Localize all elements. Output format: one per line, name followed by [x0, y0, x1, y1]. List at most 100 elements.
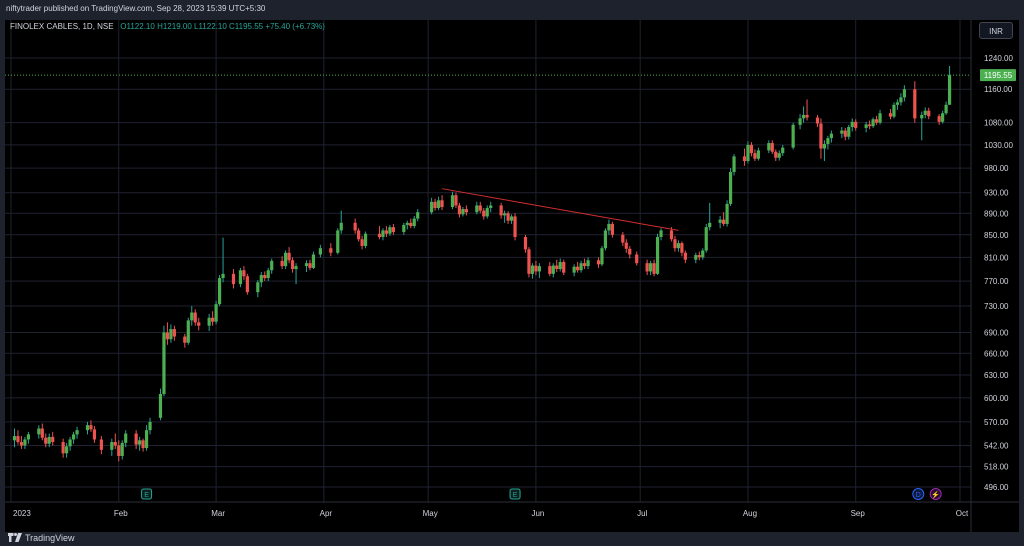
- candle-body[interactable]: [89, 425, 93, 430]
- candle-body[interactable]: [555, 265, 559, 270]
- candle-body[interactable]: [92, 429, 97, 440]
- candle-body[interactable]: [923, 110, 927, 115]
- candle-body[interactable]: [819, 123, 823, 149]
- candle-body[interactable]: [888, 113, 893, 117]
- candle-body[interactable]: [791, 124, 795, 148]
- candle-body[interactable]: [26, 434, 30, 440]
- tradingview-brand[interactable]: TradingView: [8, 533, 75, 543]
- candle-body[interactable]: [440, 200, 444, 208]
- candle-body[interactable]: [207, 317, 211, 326]
- candle-body[interactable]: [558, 262, 562, 270]
- candle-body[interactable]: [183, 336, 187, 343]
- candle-body[interactable]: [562, 262, 566, 273]
- candle-body[interactable]: [655, 237, 660, 274]
- candle-body[interactable]: [805, 114, 809, 118]
- candle-body[interactable]: [308, 263, 312, 268]
- candle-body[interactable]: [37, 428, 41, 435]
- candle-body[interactable]: [377, 233, 382, 238]
- candle-body[interactable]: [263, 275, 267, 279]
- candle-body[interactable]: [141, 440, 145, 449]
- candle-body[interactable]: [572, 266, 576, 273]
- candle-body[interactable]: [190, 312, 194, 321]
- candle-body[interactable]: [256, 282, 260, 293]
- candle-body[interactable]: [450, 195, 455, 208]
- candle-body[interactable]: [245, 276, 249, 293]
- candle-body[interactable]: [144, 430, 149, 449]
- candle-body[interactable]: [197, 322, 201, 326]
- candle-body[interactable]: [61, 442, 65, 454]
- candle-body[interactable]: [669, 230, 674, 240]
- candle-body[interactable]: [582, 263, 587, 267]
- candle-body[interactable]: [138, 440, 142, 445]
- candle-body[interactable]: [499, 205, 503, 216]
- candle-body[interactable]: [777, 153, 781, 158]
- candle-body[interactable]: [242, 270, 246, 277]
- candle-body[interactable]: [530, 265, 535, 274]
- candle-body[interactable]: [266, 270, 270, 279]
- candle-body[interactable]: [694, 255, 698, 260]
- candle-body[interactable]: [899, 97, 903, 103]
- candle-body[interactable]: [850, 121, 854, 128]
- candle-body[interactable]: [621, 234, 625, 243]
- candle-body[interactable]: [770, 143, 774, 152]
- candle-body[interactable]: [506, 213, 510, 221]
- candle-body[interactable]: [892, 104, 896, 117]
- candle-body[interactable]: [871, 119, 875, 127]
- candle-body[interactable]: [47, 436, 51, 444]
- candle-body[interactable]: [412, 218, 416, 227]
- candle-body[interactable]: [868, 124, 872, 127]
- candle-body[interactable]: [941, 113, 945, 122]
- candle-body[interactable]: [384, 230, 389, 234]
- candle-body[interactable]: [920, 114, 924, 119]
- candle-body[interactable]: [117, 445, 121, 456]
- candle-body[interactable]: [287, 252, 291, 261]
- candle-body[interactable]: [381, 230, 385, 238]
- candle-body[interactable]: [148, 421, 152, 431]
- candle-body[interactable]: [478, 205, 482, 211]
- candle-body[interactable]: [485, 208, 489, 217]
- candle-body[interactable]: [728, 172, 733, 204]
- candle-body[interactable]: [461, 209, 465, 215]
- candle-body[interactable]: [71, 434, 76, 440]
- candle-body[interactable]: [12, 436, 17, 441]
- chart-area[interactable]: 1240.00 1160.00 1080.00 1030.00 980.00 930.00…: [5, 20, 1019, 532]
- candle-body[interactable]: [433, 201, 437, 209]
- candle-body[interactable]: [482, 210, 486, 217]
- candle-body[interactable]: [162, 332, 166, 394]
- candle-body[interactable]: [624, 242, 628, 249]
- candle-body[interactable]: [193, 312, 197, 323]
- candle-body[interactable]: [774, 151, 778, 158]
- candle-body[interactable]: [722, 219, 726, 224]
- candle-body[interactable]: [874, 119, 879, 123]
- candle-body[interactable]: [65, 446, 69, 454]
- candle-body[interactable]: [259, 275, 263, 283]
- candle-body[interactable]: [436, 200, 441, 209]
- trendline[interactable]: [441, 188, 679, 231]
- candle-body[interactable]: [822, 143, 827, 149]
- candle-body[interactable]: [217, 278, 222, 305]
- candle-body[interactable]: [284, 252, 288, 267]
- candle-body[interactable]: [120, 442, 124, 456]
- candle-body[interactable]: [304, 263, 309, 267]
- candle-body[interactable]: [270, 260, 274, 271]
- candle-body[interactable]: [99, 439, 103, 450]
- candle-body[interactable]: [475, 205, 479, 213]
- candle-body[interactable]: [603, 230, 608, 249]
- candle-body[interactable]: [527, 249, 531, 274]
- candle-body[interactable]: [211, 317, 215, 322]
- candle-body[interactable]: [124, 433, 128, 443]
- earnings-event-icon[interactable]: [509, 488, 521, 500]
- candle-body[interactable]: [913, 89, 917, 119]
- candle-body[interactable]: [742, 156, 747, 162]
- candle-body[interactable]: [947, 75, 952, 105]
- candle-body[interactable]: [610, 223, 614, 235]
- candle-body[interactable]: [44, 437, 48, 444]
- candle-body[interactable]: [391, 227, 395, 233]
- candle-body[interactable]: [134, 433, 138, 445]
- candle-body[interactable]: [725, 203, 729, 224]
- candle-body[interactable]: [732, 156, 736, 173]
- candle-body[interactable]: [746, 144, 750, 162]
- candle-body[interactable]: [548, 266, 552, 274]
- candle-body[interactable]: [927, 110, 931, 117]
- dividend-event-icon[interactable]: [912, 488, 925, 500]
